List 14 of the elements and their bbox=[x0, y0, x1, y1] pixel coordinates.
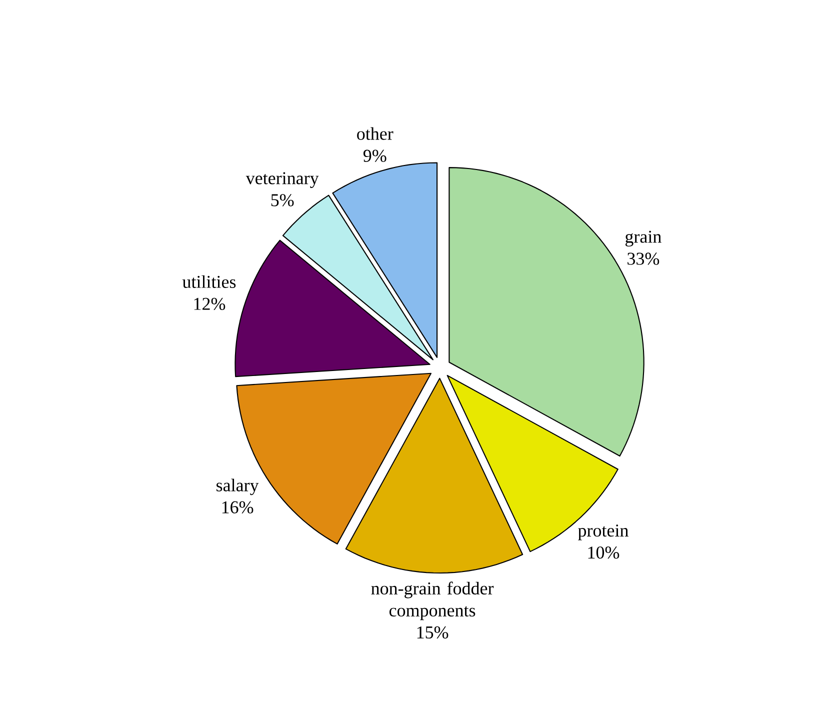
data-label: 9% bbox=[363, 150, 386, 162]
data-label: 5% bbox=[271, 194, 294, 206]
slice-label: grain bbox=[625, 230, 662, 247]
slice-label: non-grain fodder components bbox=[371, 582, 494, 620]
slice-label: veterinary bbox=[246, 172, 319, 188]
data-label: 33% bbox=[628, 252, 660, 265]
data-label: 15% bbox=[417, 626, 448, 639]
slice-label: protein bbox=[578, 524, 628, 540]
slice-label: utilities bbox=[182, 275, 236, 288]
slice-label: other bbox=[357, 127, 394, 140]
data-label: 16% bbox=[222, 501, 254, 514]
slice-label: salary bbox=[216, 478, 259, 496]
data-label: 10% bbox=[588, 546, 620, 559]
data-label: 12% bbox=[194, 298, 226, 310]
